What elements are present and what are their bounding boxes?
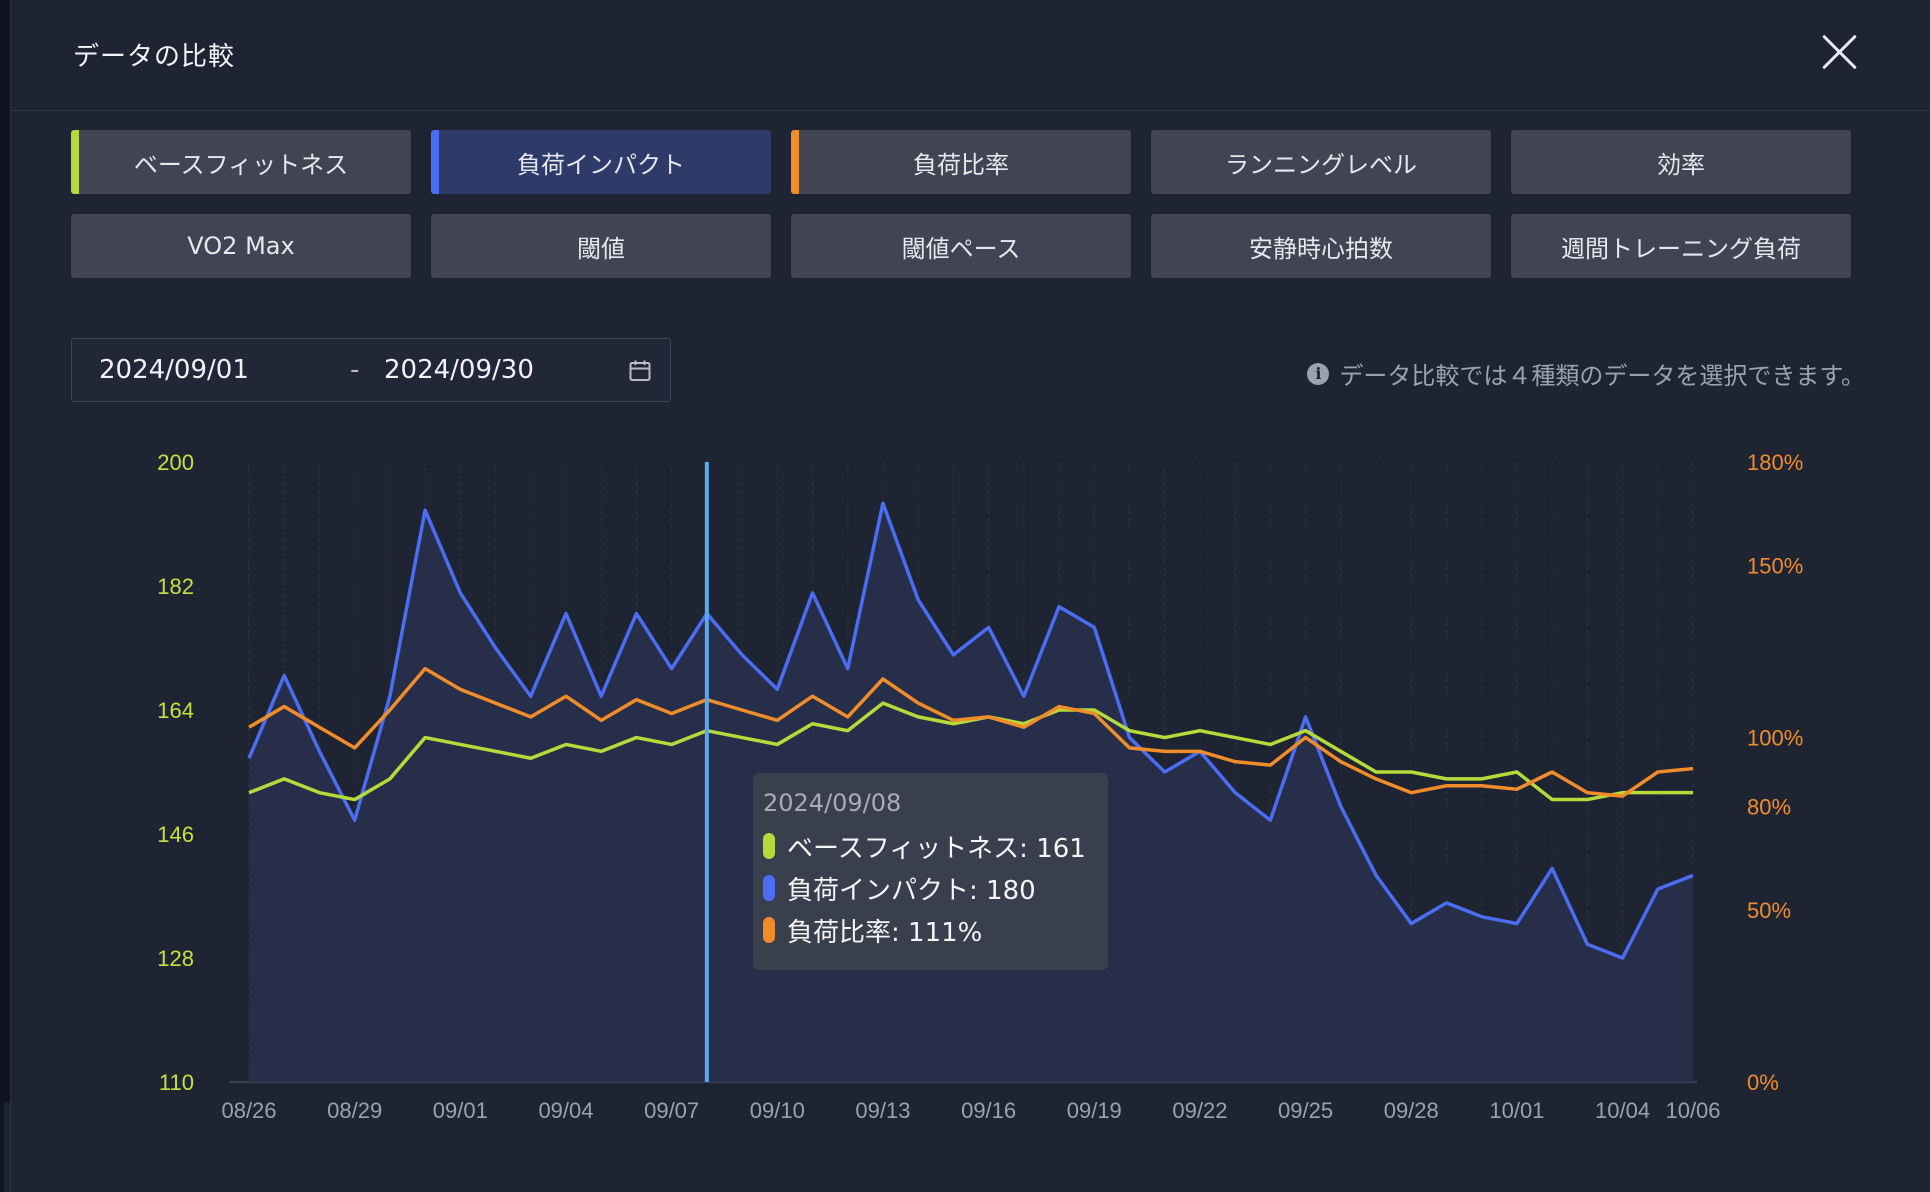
tooltip-label: 負荷インパクト: 180 <box>787 875 1036 906</box>
metric-accent <box>791 130 799 194</box>
tooltip-dot <box>763 875 775 901</box>
y-tick-left: 200 <box>157 450 194 475</box>
x-tick: 10/04 <box>1595 1098 1650 1123</box>
series-line <box>248 666 1694 798</box>
right-axis-ticks: 180% 150% 100% 80% 50% 0% <box>1747 450 1803 1095</box>
metric-label: 閾値 <box>577 234 625 263</box>
x-tick: 09/25 <box>1278 1098 1333 1123</box>
end-date[interactable]: 2024/09/30 <box>384 355 534 385</box>
metric-label: 安静時心拍数 <box>1249 234 1393 263</box>
modal-header: データの比較 <box>11 0 1930 111</box>
metric-label: VO2 Max <box>187 232 295 260</box>
metric-label: 閾値ペース <box>901 234 1021 263</box>
tooltip-date: 2024/09/08 <box>763 789 902 817</box>
chart-tooltip: 2024/09/08 ベースフィットネス: 161 負荷インパクト: 180 負… <box>753 773 1108 970</box>
x-tick: 10/01 <box>1489 1098 1544 1123</box>
tooltip-label: ベースフィットネス: 161 <box>787 833 1086 864</box>
metric-accent <box>71 130 79 194</box>
y-tick-left: 164 <box>157 698 194 723</box>
metric-label: 週間トレーニング負荷 <box>1561 234 1801 263</box>
metric-label: 負荷インパクト <box>517 150 685 179</box>
calendar-icon[interactable] <box>628 359 652 383</box>
tooltip-label: 負荷比率: 111% <box>787 917 983 948</box>
start-date[interactable]: 2024/09/01 <box>99 355 249 385</box>
left-axis-ticks: 200 182 164 146 128 110 <box>157 450 194 1095</box>
x-tick: 09/19 <box>1067 1098 1122 1123</box>
y-tick-left: 110 <box>159 1070 194 1095</box>
metric-label: ランニングレベル <box>1225 150 1417 179</box>
metric-accent <box>431 130 439 194</box>
metric-button[interactable]: 効率 <box>1511 130 1851 194</box>
series-line <box>247 501 1694 960</box>
y-tick-right: 80% <box>1747 794 1791 819</box>
y-tick-left: 146 <box>157 822 194 847</box>
y-tick-right: 180% <box>1747 450 1803 475</box>
date-separator: - <box>350 355 360 385</box>
tooltip-row: 負荷比率: 111% <box>763 909 1098 951</box>
x-tick: 10/06 <box>1665 1098 1720 1123</box>
x-tick: 09/16 <box>961 1098 1016 1123</box>
x-tick: 09/10 <box>750 1098 805 1123</box>
hint-text: データ比較では４種類のデータを選択できます。 <box>1339 362 1865 390</box>
x-tick: 08/26 <box>221 1098 276 1123</box>
compare-data-modal: データの比較 ベースフィットネス 負荷インパクト 負荷比率 ランニングレベル 効率 VO2… <box>10 0 1930 1192</box>
x-tick: 09/01 <box>433 1098 488 1123</box>
y-tick-right: 100% <box>1747 726 1803 751</box>
metric-button[interactable]: 安静時心拍数 <box>1151 214 1491 278</box>
metric-button[interactable]: VO2 Max <box>71 214 411 278</box>
metric-selector: ベースフィットネス 負荷インパクト 負荷比率 ランニングレベル 効率 VO2 Max 閾値 閾… <box>71 130 1883 278</box>
y-tick-left: 182 <box>157 574 194 599</box>
tooltip-dot <box>763 917 775 943</box>
metric-button[interactable]: ランニングレベル <box>1151 130 1491 194</box>
chart-lines <box>247 501 1694 960</box>
y-tick-right: 50% <box>1747 898 1791 923</box>
tooltip-row: 負荷インパクト: 180 <box>763 867 1098 909</box>
metric-button[interactable]: 負荷比率 <box>791 130 1131 194</box>
selection-hint: i データ比較では４種類のデータを選択できます。 <box>1307 356 1865 391</box>
x-tick: 08/29 <box>327 1098 382 1123</box>
modal-title: データの比較 <box>73 42 236 72</box>
metric-button[interactable]: 週間トレーニング負荷 <box>1511 214 1851 278</box>
y-tick-right: 150% <box>1747 553 1803 578</box>
x-tick: 09/28 <box>1384 1098 1439 1123</box>
x-tick: 09/04 <box>538 1098 593 1123</box>
tooltip-row: ベースフィットネス: 161 <box>763 825 1098 867</box>
x-axis-ticks: 08/26 08/29 09/01 09/04 09/07 09/10 09/13 09/16… <box>221 1098 1720 1123</box>
tooltip-dot <box>763 833 775 859</box>
x-tick: 09/07 <box>644 1098 699 1123</box>
metric-button[interactable]: 閾値 <box>431 214 771 278</box>
metric-label: 負荷比率 <box>913 150 1009 179</box>
date-range-picker[interactable]: 2024/09/01 - 2024/09/30 <box>71 338 671 402</box>
metric-button[interactable]: 閾値ペース <box>791 214 1131 278</box>
x-tick: 09/22 <box>1172 1098 1227 1123</box>
metric-label: 効率 <box>1657 150 1705 179</box>
metric-label: ベースフィットネス <box>133 150 349 179</box>
metric-button[interactable]: 負荷インパクト <box>431 130 771 194</box>
info-icon: i <box>1307 362 1330 385</box>
x-tick: 09/13 <box>855 1098 910 1123</box>
y-tick-right: 0% <box>1747 1070 1779 1095</box>
y-tick-left: 128 <box>157 946 194 971</box>
metric-button[interactable]: ベースフィットネス <box>71 130 411 194</box>
